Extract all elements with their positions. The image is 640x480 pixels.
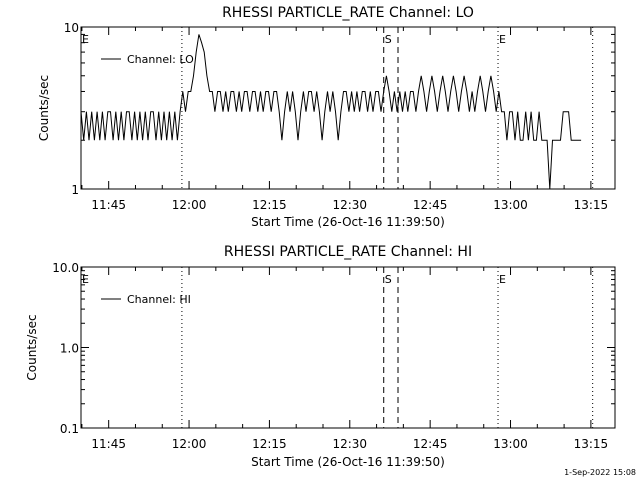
x-tick-label-hi: 11:45: [91, 437, 126, 451]
y-tick-label-lo: 10: [64, 21, 79, 35]
x-axis-label-hi: Start Time (26-Oct-16 11:39:50): [251, 455, 445, 469]
x-tick-label-hi: 13:00: [493, 437, 528, 451]
legend-label-hi: Channel: HI: [127, 293, 191, 306]
y-tick-label-hi: 1.0: [60, 342, 79, 356]
x-tick-label-hi: 12:45: [413, 437, 448, 451]
marker-label-hi: S: [385, 273, 392, 286]
x-tick-label-lo: 13:15: [574, 198, 609, 212]
x-axis-label-lo: Start Time (26-Oct-16 11:39:50): [251, 215, 445, 229]
x-tick-label-lo: 12:15: [252, 198, 287, 212]
x-tick-label-hi: 12:00: [172, 437, 207, 451]
marker-label-hi: E: [499, 273, 506, 286]
x-tick-label-lo: 12:45: [413, 198, 448, 212]
series-line-lo: [80, 34, 582, 190]
y-axis-label-hi: Counts/sec: [25, 314, 39, 380]
x-tick-label-lo: 13:00: [493, 198, 528, 212]
chart-title-hi: RHESSI PARTICLE_RATE Channel: HI: [224, 244, 472, 260]
y-axis-label-lo: Counts/sec: [37, 75, 51, 141]
x-tick-label-hi: 12:30: [332, 437, 367, 451]
x-tick-label-lo: 11:45: [91, 198, 126, 212]
marker-label-lo: E: [82, 33, 89, 46]
marker-label-lo: E: [499, 33, 506, 46]
x-tick-label-hi: 12:15: [252, 437, 287, 451]
plot-frame-lo: [80, 26, 616, 190]
marker-label-hi: E: [82, 273, 89, 286]
legend-label-lo: Channel: LO: [127, 53, 194, 66]
y-tick-label-hi: 0.1: [60, 422, 79, 436]
generated-timestamp: 1-Sep-2022 15:08: [564, 468, 636, 477]
x-tick-label-lo: 12:00: [172, 198, 207, 212]
y-tick-label-hi: 10.0: [52, 261, 79, 275]
plot-frame-hi: [80, 266, 616, 429]
marker-label-lo: S: [385, 33, 392, 46]
chart-title-lo: RHESSI PARTICLE_RATE Channel: LO: [222, 5, 474, 21]
y-tick-label-lo: 1: [71, 183, 79, 197]
x-tick-label-lo: 12:30: [332, 198, 367, 212]
x-tick-label-hi: 13:15: [574, 437, 609, 451]
